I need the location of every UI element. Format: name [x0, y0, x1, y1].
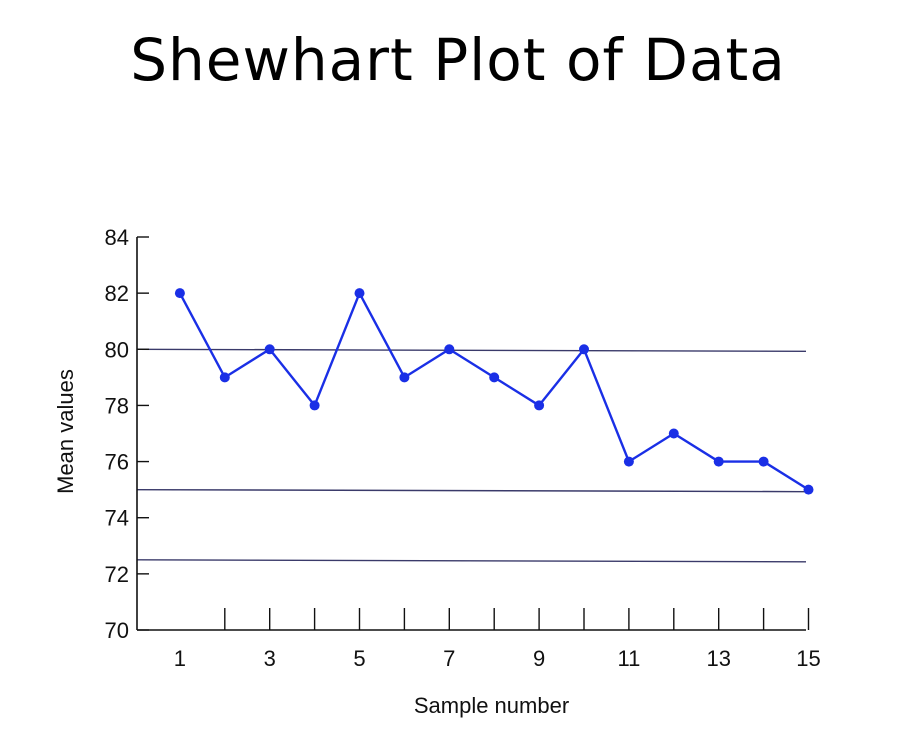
y-tick-label: 78 — [105, 393, 129, 418]
data-point — [309, 400, 320, 411]
x-tick-label: 13 — [706, 646, 730, 671]
data-point — [399, 372, 410, 383]
data-point — [489, 372, 500, 383]
y-tick-label: 70 — [105, 618, 129, 643]
y-tick-label: 72 — [105, 562, 129, 587]
y-tick-label: 76 — [105, 450, 129, 475]
x-tick-label: 3 — [264, 646, 276, 671]
reference-line — [136, 488, 807, 493]
data-point — [579, 344, 589, 355]
axes — [136, 237, 806, 631]
data-point — [713, 456, 724, 467]
data-point — [264, 344, 275, 355]
data-point — [444, 344, 455, 355]
y-tick-label: 82 — [105, 281, 129, 306]
series — [174, 288, 814, 495]
reference-lines — [136, 348, 807, 563]
x-tick-label: 11 — [617, 646, 640, 671]
reference-line — [136, 559, 807, 563]
data-point — [668, 428, 679, 439]
x-tick-label: 1 — [174, 646, 186, 671]
data-point — [803, 484, 814, 495]
x-tick-label: 5 — [353, 646, 365, 671]
data-point — [219, 372, 230, 383]
slide-title: Shewhart Plot of Data — [130, 26, 786, 94]
y-tick-label: 74 — [105, 506, 129, 531]
x-tick-label: 9 — [533, 646, 545, 671]
x-tick-label: 7 — [443, 646, 455, 671]
data-point — [758, 456, 769, 467]
data-point — [623, 456, 634, 467]
y-tick-label: 84 — [105, 225, 129, 250]
reference-line — [136, 348, 807, 352]
x-axis-label: Sample number — [414, 693, 569, 718]
data-point — [354, 288, 365, 299]
y-tick-label: 80 — [105, 337, 129, 362]
data-point — [534, 400, 545, 411]
data-point — [174, 288, 185, 299]
x-tick-label: 15 — [796, 646, 820, 671]
y-axis-label: Mean values — [53, 369, 78, 494]
